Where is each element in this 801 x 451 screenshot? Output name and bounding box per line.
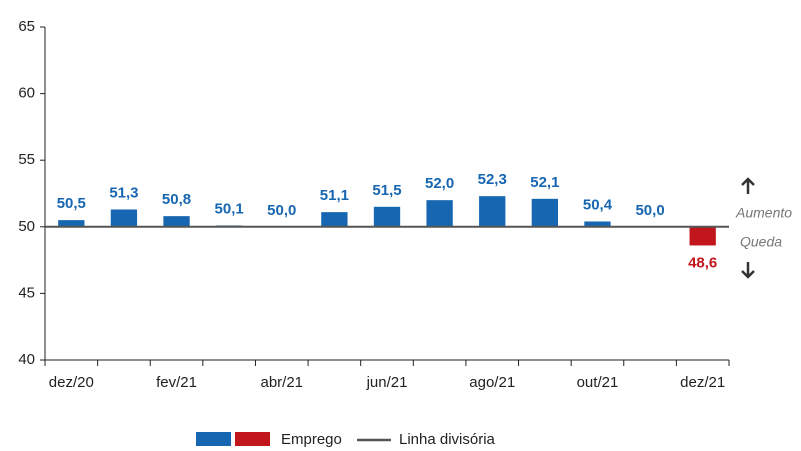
value-label: 52,0: [425, 175, 454, 192]
y-tick-label: 65: [18, 18, 35, 35]
y-tick-label: 40: [18, 351, 35, 368]
value-label: 50,0: [267, 202, 296, 219]
bar: [58, 220, 85, 227]
bar: [321, 212, 348, 227]
x-tick-label: dez/20: [49, 374, 94, 391]
y-tick-label: 60: [18, 85, 35, 102]
value-label: 51,5: [372, 182, 401, 199]
bar: [373, 206, 401, 227]
legend-swatch: [196, 432, 231, 446]
value-label: 50,8: [162, 191, 191, 208]
up-arrow: [741, 177, 755, 194]
value-label: 48,6: [688, 254, 717, 271]
x-tick-label: fev/21: [156, 374, 197, 391]
value-label: 50,1: [215, 200, 244, 217]
x-tick-label: ago/21: [469, 374, 515, 391]
y-tick-label: 55: [18, 151, 35, 168]
value-label: 50,5: [57, 195, 86, 212]
x-tick-label: out/21: [577, 374, 619, 391]
y-tick-label: 45: [18, 284, 35, 301]
legend-label: Emprego: [281, 431, 342, 448]
bar: [110, 209, 138, 227]
bar: [479, 196, 506, 227]
bar: [426, 200, 453, 227]
annotation: Queda: [740, 234, 782, 250]
value-label: 51,3: [109, 184, 138, 201]
annotation: Aumento: [735, 205, 792, 221]
value-label: 50,4: [583, 196, 613, 213]
legend-label: Linha divisória: [399, 431, 496, 448]
bar: [689, 226, 716, 246]
x-tick-label: jun/21: [366, 374, 408, 391]
value-label: 52,1: [530, 174, 559, 191]
x-tick-label: abr/21: [260, 374, 303, 391]
down-arrow: [741, 262, 755, 279]
value-label: 51,1: [320, 187, 349, 204]
bar: [163, 216, 190, 227]
y-tick-label: 50: [18, 218, 35, 235]
legend-swatch: [235, 432, 270, 446]
value-label: 50,0: [635, 202, 664, 219]
x-tick-label: dez/21: [680, 374, 725, 391]
bar: [531, 198, 558, 227]
value-label: 52,3: [478, 171, 507, 188]
bar: [584, 221, 611, 227]
